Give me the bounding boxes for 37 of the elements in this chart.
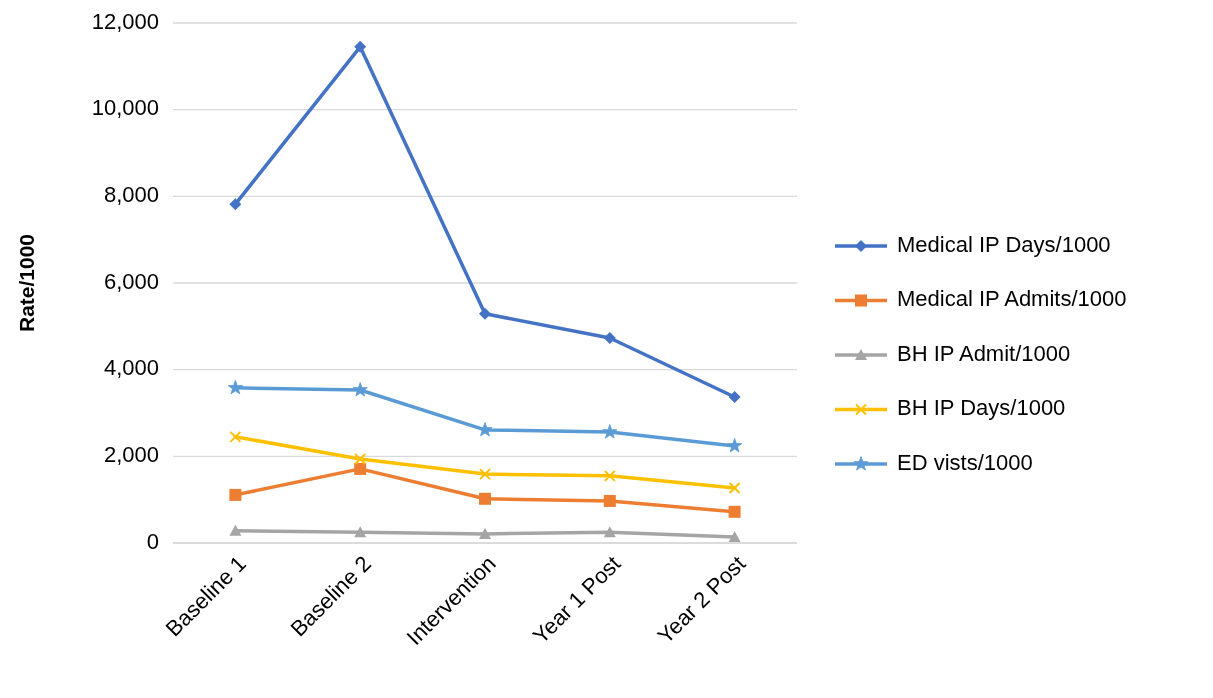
- point: [728, 390, 741, 403]
- legend-label: ED vists/1000: [897, 449, 1033, 475]
- y-tick-label: 8,000: [103, 182, 159, 208]
- y-axis-title: Rate/1000: [15, 233, 38, 333]
- y-tick-label: 6,000: [103, 268, 159, 294]
- point: [479, 307, 491, 320]
- point: [603, 469, 616, 482]
- point: [602, 424, 618, 439]
- point: [603, 332, 616, 345]
- point: [479, 527, 491, 539]
- y-tick-label: 4,000: [103, 355, 159, 381]
- point: [727, 438, 743, 453]
- point: [352, 382, 368, 397]
- point: [603, 526, 616, 538]
- legend-label: BH IP Admit/1000: [897, 340, 1071, 366]
- point: [354, 462, 367, 475]
- point: [354, 452, 367, 465]
- legend-label: Medical IP Days/1000: [897, 231, 1111, 257]
- point: [479, 492, 491, 505]
- point: [728, 505, 741, 518]
- legend-label: BH IP Days/1000: [897, 395, 1066, 421]
- point: [479, 468, 491, 481]
- y-tick-label: 10,000: [91, 95, 159, 121]
- point: [603, 494, 616, 507]
- y-tick-label: 0: [146, 528, 159, 554]
- point: [229, 488, 242, 501]
- point: [728, 481, 741, 494]
- point: [229, 198, 242, 211]
- point: [354, 40, 367, 53]
- point: [229, 524, 242, 536]
- point: [227, 379, 243, 395]
- legend-label: Medical IP Admits/1000: [897, 286, 1127, 312]
- point: [728, 530, 741, 542]
- y-tick-label: 2,000: [103, 442, 159, 468]
- point: [229, 430, 242, 443]
- y-tick-label: 12,000: [91, 8, 159, 34]
- point: [354, 526, 367, 538]
